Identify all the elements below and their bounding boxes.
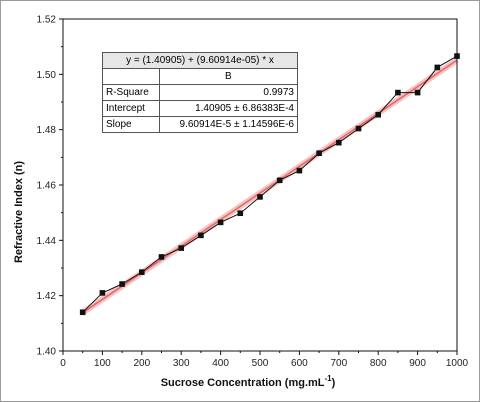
fit-equation: y = (1.40905) + (9.60914e-05) * x [102, 52, 298, 69]
y-tick-label: 1.42 [37, 291, 57, 302]
data-point [79, 309, 86, 316]
x-tick-label: 900 [409, 358, 426, 369]
x-tick-label: 0 [60, 358, 66, 369]
y-tick-label: 1.46 [37, 181, 57, 192]
stats-label: Slope [102, 116, 160, 133]
data-point [99, 290, 106, 296]
data-point [375, 111, 381, 118]
data-point [395, 89, 401, 96]
y-tick-label: 1.48 [37, 125, 57, 136]
data-point [434, 64, 441, 71]
data-point [198, 232, 204, 239]
column-header-row: B [102, 68, 299, 85]
data-point [316, 150, 322, 156]
y-tick-label: 1.52 [37, 15, 57, 26]
fit-layer [81, 57, 459, 316]
x-tick-label: 300 [173, 358, 190, 369]
stats-row-slope: Slope 9.60914E-5 ± 1.14596E-6 [102, 116, 299, 133]
x-tick-label: 200 [133, 358, 150, 369]
x-axis-title-superscript: -1 [325, 374, 333, 383]
x-axis-title-close: ) [332, 377, 336, 389]
data-point [158, 254, 165, 260]
data-point [257, 194, 263, 200]
column-header-b: B [158, 68, 299, 85]
y-tick-label: 1.44 [37, 236, 57, 247]
x-axis-title-main: Sucrose Concentration (mg.mL [161, 377, 325, 389]
stats-value: 9.60914E-5 ± 1.14596E-6 [158, 116, 299, 133]
fit-line [82, 59, 458, 314]
stats-row-r-square: R-Square 0.9973 [102, 84, 299, 101]
y-axis-title: Refractive Index (n) [13, 161, 25, 263]
stats-value: 1.40905 ± 6.86383E-4 [158, 100, 299, 117]
series-line [82, 55, 458, 313]
x-tick-label: 1000 [446, 358, 469, 369]
x-tick-label: 600 [291, 358, 308, 369]
data-point [276, 177, 283, 184]
y-tick-label: 1.40 [37, 347, 57, 358]
x-axis-title: Sucrose Concentration (mg.mL-1) [161, 374, 336, 389]
data-point [355, 125, 362, 132]
equation-row: y = (1.40905) + (9.60914e-05) * x [102, 52, 298, 69]
stats-row-intercept: Intercept 1.40905 ± 6.86383E-4 [102, 100, 299, 117]
x-tick-label: 500 [252, 358, 269, 369]
stats-label: R-Square [102, 84, 160, 101]
data-point [139, 269, 145, 275]
stats-value: 0.9973 [158, 84, 299, 101]
data-point [237, 210, 244, 217]
x-tick-label: 400 [212, 358, 229, 369]
axes-layer: 0 100 200 300 400 500 600 700 800 900 1000 1.40 1.42… [37, 15, 469, 370]
data-point [336, 139, 342, 146]
data-point [414, 89, 421, 96]
blank-header-cell [102, 68, 160, 85]
x-tick-label: 700 [330, 358, 347, 369]
y-tick-label: 1.50 [37, 70, 57, 81]
fit-statistics-table: y = (1.40905) + (9.60914e-05) * x B R-Sq… [102, 52, 299, 133]
x-tick-label: 100 [94, 358, 111, 369]
stats-label: Intercept [102, 100, 160, 117]
data-point [119, 281, 125, 287]
data-point [217, 219, 224, 226]
data-point [296, 167, 303, 174]
data-point [178, 245, 184, 251]
x-tick-label: 800 [370, 358, 387, 369]
